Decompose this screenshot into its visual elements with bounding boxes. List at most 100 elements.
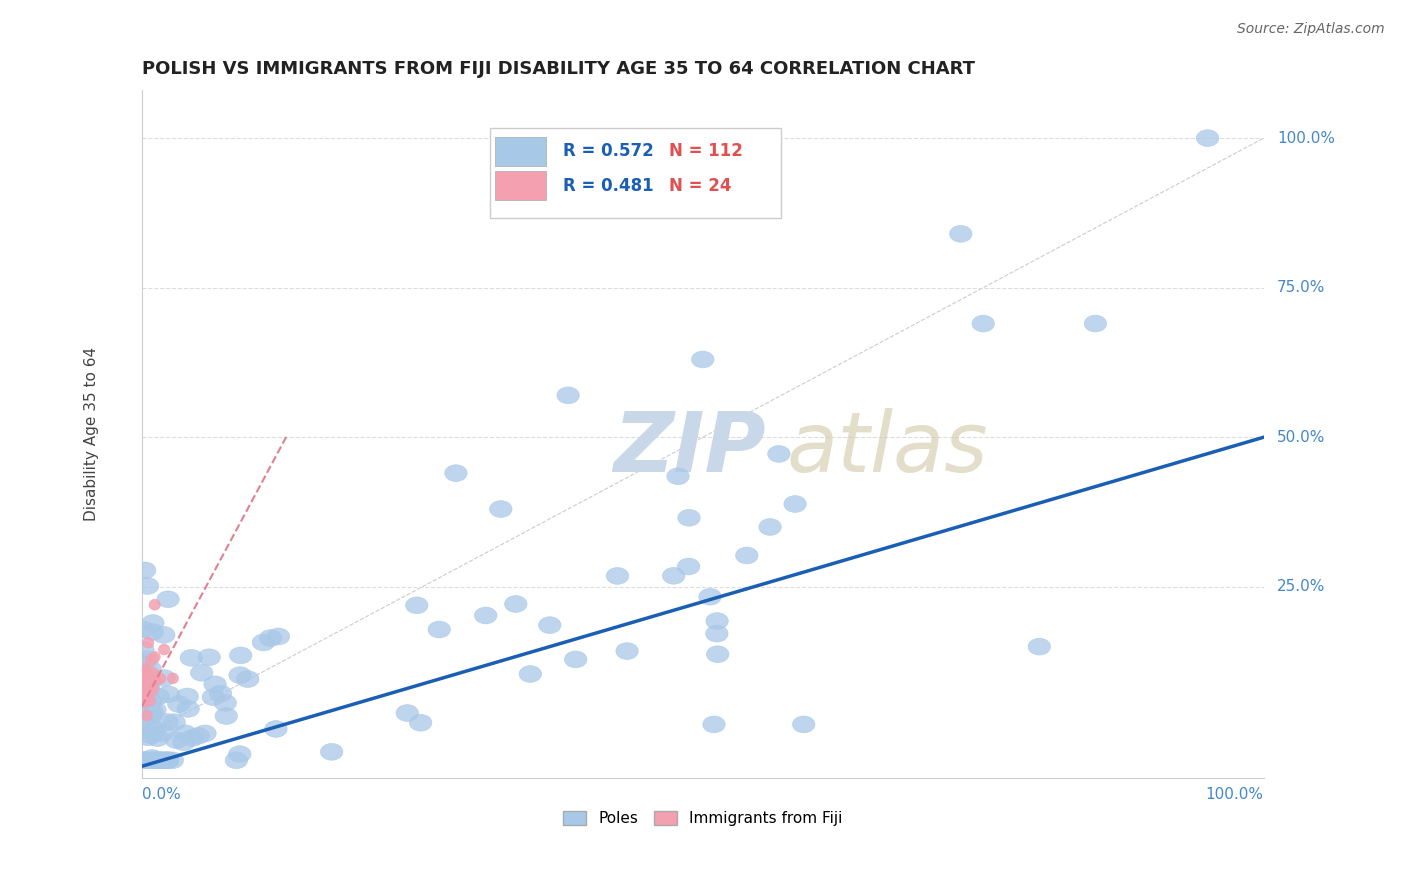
Ellipse shape	[489, 500, 512, 517]
Text: 100.0%: 100.0%	[1206, 788, 1264, 802]
Ellipse shape	[142, 666, 153, 677]
Ellipse shape	[706, 625, 728, 642]
Ellipse shape	[427, 621, 450, 638]
Text: POLISH VS IMMIGRANTS FROM FIJI DISABILITY AGE 35 TO 64 CORRELATION CHART: POLISH VS IMMIGRANTS FROM FIJI DISABILIT…	[142, 60, 974, 78]
Ellipse shape	[768, 445, 790, 462]
Ellipse shape	[1028, 639, 1050, 655]
Ellipse shape	[136, 698, 159, 715]
Ellipse shape	[699, 589, 721, 605]
Ellipse shape	[139, 675, 150, 686]
Ellipse shape	[156, 714, 179, 731]
Ellipse shape	[139, 661, 162, 677]
Ellipse shape	[735, 547, 758, 564]
Ellipse shape	[146, 730, 169, 747]
Ellipse shape	[139, 664, 150, 674]
Ellipse shape	[139, 694, 162, 711]
Ellipse shape	[142, 689, 153, 699]
Ellipse shape	[157, 591, 180, 607]
Ellipse shape	[157, 686, 180, 703]
FancyBboxPatch shape	[495, 137, 546, 166]
Text: R = 0.481: R = 0.481	[562, 177, 654, 194]
Ellipse shape	[132, 621, 155, 638]
Ellipse shape	[972, 315, 994, 332]
Ellipse shape	[703, 716, 725, 732]
Ellipse shape	[165, 731, 187, 748]
Text: 25.0%: 25.0%	[1277, 579, 1326, 594]
Ellipse shape	[132, 694, 155, 711]
Ellipse shape	[141, 704, 163, 721]
Ellipse shape	[616, 642, 638, 659]
Ellipse shape	[444, 465, 467, 482]
Ellipse shape	[793, 716, 815, 732]
Ellipse shape	[187, 728, 209, 744]
Ellipse shape	[145, 675, 156, 686]
Ellipse shape	[142, 637, 153, 648]
Ellipse shape	[139, 698, 150, 708]
FancyBboxPatch shape	[489, 128, 782, 218]
Ellipse shape	[141, 710, 152, 721]
Ellipse shape	[150, 675, 162, 686]
Ellipse shape	[155, 673, 166, 684]
Ellipse shape	[666, 468, 689, 484]
Ellipse shape	[138, 686, 149, 697]
Text: N = 24: N = 24	[669, 177, 731, 194]
Text: 0.0%: 0.0%	[142, 788, 180, 802]
Ellipse shape	[167, 696, 190, 713]
Ellipse shape	[134, 752, 156, 769]
Text: Disability Age 35 to 64: Disability Age 35 to 64	[84, 347, 98, 521]
Ellipse shape	[396, 705, 419, 722]
Ellipse shape	[198, 648, 221, 665]
Ellipse shape	[138, 693, 149, 704]
Text: atlas: atlas	[787, 408, 988, 489]
Ellipse shape	[152, 752, 174, 769]
Ellipse shape	[167, 673, 179, 684]
Ellipse shape	[145, 752, 167, 769]
Text: R = 0.572: R = 0.572	[562, 143, 654, 161]
Ellipse shape	[321, 743, 343, 760]
Ellipse shape	[143, 721, 166, 738]
Ellipse shape	[225, 752, 247, 769]
Ellipse shape	[194, 725, 217, 742]
Ellipse shape	[785, 496, 806, 512]
Ellipse shape	[150, 752, 173, 769]
Ellipse shape	[209, 685, 232, 702]
Ellipse shape	[177, 700, 200, 717]
Ellipse shape	[173, 734, 195, 750]
Text: ZIP: ZIP	[613, 408, 766, 489]
Ellipse shape	[138, 678, 160, 695]
Ellipse shape	[135, 752, 157, 769]
Ellipse shape	[474, 607, 496, 624]
Ellipse shape	[149, 651, 160, 662]
Ellipse shape	[135, 693, 157, 710]
Ellipse shape	[132, 686, 155, 702]
Ellipse shape	[139, 673, 150, 684]
Ellipse shape	[229, 667, 252, 683]
Ellipse shape	[181, 730, 202, 747]
Ellipse shape	[538, 616, 561, 633]
Ellipse shape	[153, 670, 176, 686]
Ellipse shape	[132, 752, 155, 769]
Ellipse shape	[557, 387, 579, 404]
Legend: Poles, Immigrants from Fiji: Poles, Immigrants from Fiji	[557, 805, 848, 832]
Ellipse shape	[135, 688, 157, 705]
Ellipse shape	[156, 752, 179, 769]
Ellipse shape	[163, 714, 186, 731]
Ellipse shape	[145, 696, 156, 706]
Ellipse shape	[162, 752, 184, 769]
Ellipse shape	[142, 615, 165, 632]
Ellipse shape	[152, 724, 174, 741]
Ellipse shape	[145, 681, 156, 691]
Text: Source: ZipAtlas.com: Source: ZipAtlas.com	[1237, 22, 1385, 37]
Ellipse shape	[143, 702, 166, 718]
Ellipse shape	[229, 746, 252, 763]
Ellipse shape	[1084, 315, 1107, 332]
Ellipse shape	[267, 628, 290, 645]
Ellipse shape	[214, 695, 236, 711]
Ellipse shape	[141, 707, 163, 724]
Ellipse shape	[259, 630, 281, 647]
Ellipse shape	[159, 644, 170, 655]
Ellipse shape	[1197, 129, 1219, 146]
Ellipse shape	[176, 688, 198, 705]
Ellipse shape	[138, 675, 149, 686]
Ellipse shape	[156, 752, 179, 769]
